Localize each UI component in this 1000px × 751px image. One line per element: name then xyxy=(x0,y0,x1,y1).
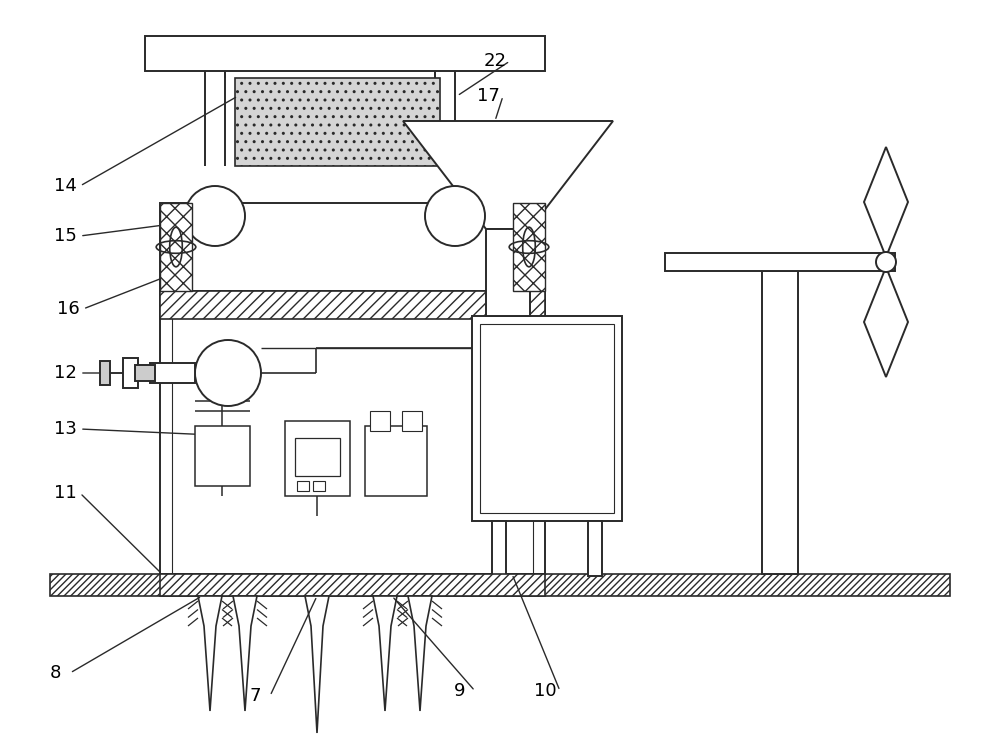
Bar xyxy=(123,358,138,388)
Bar xyxy=(285,421,350,496)
Bar xyxy=(480,324,614,513)
Text: 7: 7 xyxy=(249,687,261,705)
Bar xyxy=(665,253,895,271)
Bar xyxy=(313,481,325,491)
Circle shape xyxy=(185,186,245,246)
Bar xyxy=(160,203,192,291)
Text: 13: 13 xyxy=(54,420,76,438)
Circle shape xyxy=(195,340,261,406)
Bar xyxy=(492,521,506,576)
Polygon shape xyxy=(305,596,329,733)
Polygon shape xyxy=(198,596,222,711)
Text: 12: 12 xyxy=(54,364,76,382)
Text: 9: 9 xyxy=(454,682,466,700)
Bar xyxy=(370,411,390,431)
Polygon shape xyxy=(408,596,432,711)
Polygon shape xyxy=(864,147,908,257)
Bar xyxy=(588,521,602,576)
Text: 22: 22 xyxy=(484,52,507,70)
Bar xyxy=(160,203,545,291)
Text: 10: 10 xyxy=(534,682,556,700)
Bar xyxy=(235,78,440,166)
Bar xyxy=(50,574,950,596)
Polygon shape xyxy=(403,121,613,229)
Text: 8: 8 xyxy=(49,664,61,682)
Bar xyxy=(472,316,622,521)
Bar xyxy=(135,365,155,381)
Bar xyxy=(486,229,530,316)
Polygon shape xyxy=(233,596,257,711)
Circle shape xyxy=(876,252,896,272)
Bar xyxy=(145,36,545,71)
Bar xyxy=(195,426,250,486)
Bar xyxy=(513,203,545,291)
Text: 15: 15 xyxy=(54,227,76,245)
Circle shape xyxy=(425,186,485,246)
Bar xyxy=(160,291,545,574)
Bar xyxy=(365,426,427,496)
Text: 16: 16 xyxy=(57,300,79,318)
Polygon shape xyxy=(864,267,908,377)
Bar xyxy=(150,363,195,383)
Bar xyxy=(160,291,545,319)
Bar xyxy=(762,271,798,574)
Bar xyxy=(160,574,545,596)
Text: 14: 14 xyxy=(54,177,76,195)
Text: 17: 17 xyxy=(477,87,499,105)
Text: 11: 11 xyxy=(54,484,76,502)
Bar xyxy=(295,438,340,476)
Bar xyxy=(297,481,309,491)
Polygon shape xyxy=(373,596,397,711)
Bar xyxy=(100,361,110,385)
Bar xyxy=(402,411,422,431)
